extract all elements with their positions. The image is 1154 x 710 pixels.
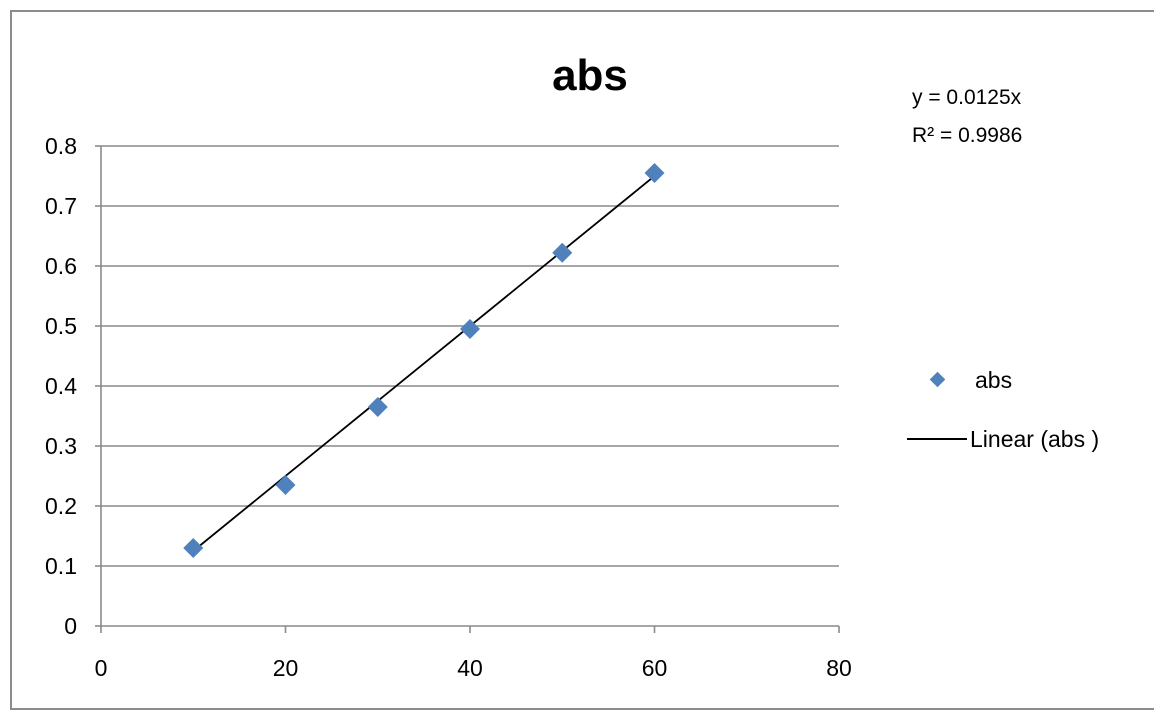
points-layer [183,163,665,558]
y-tick-label-2: 0.2 [45,493,77,519]
trendline-linear [192,175,656,552]
x-tick-label-2: 40 [457,655,483,681]
axes-layer [95,145,840,633]
x-tick-label-4: 80 [826,655,852,681]
y-tick-label-8: 0.8 [45,133,77,159]
y-tick-label-4: 0.4 [45,373,77,399]
y-tick-label-1: 0.1 [45,553,77,579]
x-tick-label-0: 0 [95,655,108,681]
x-tick-label-1: 20 [273,655,299,681]
legend-marker-abs [929,371,946,388]
trendline-equation: y = 0.0125x [912,86,1022,109]
y-tick-label-7: 0.7 [45,193,77,219]
y-tick-label-0: 0 [64,613,77,639]
legend-label-linear: Linear (abs ) [970,426,1099,452]
trendline-r-squared: R² = 0.9986 [912,124,1022,147]
data-point-0-2 [367,397,388,417]
y-tick-label-3: 0.3 [45,433,77,459]
data-point-0-0 [183,538,204,558]
x-tick-label-3: 60 [642,655,668,681]
data-point-0-5 [644,163,665,183]
data-point-0-1 [275,475,296,495]
legend-label-abs: abs [975,367,1012,393]
chart-frame [10,10,1154,710]
y-tick-label-6: 0.6 [45,253,77,279]
data-point-0-3 [460,319,480,339]
y-tick-labels: 0 0.1 0.2 0.3 0.4 0.5 0.6 0.7 0.8 [45,133,77,639]
trendline-layer [192,175,656,552]
data-point-0-4 [552,242,573,263]
legend: abs Linear (abs ) [907,367,1099,452]
grid-layer [101,145,839,567]
y-tick-label-5: 0.5 [45,313,77,339]
chart-title: abs [552,51,628,100]
x-tick-labels: 0 20 40 60 80 [95,655,852,681]
